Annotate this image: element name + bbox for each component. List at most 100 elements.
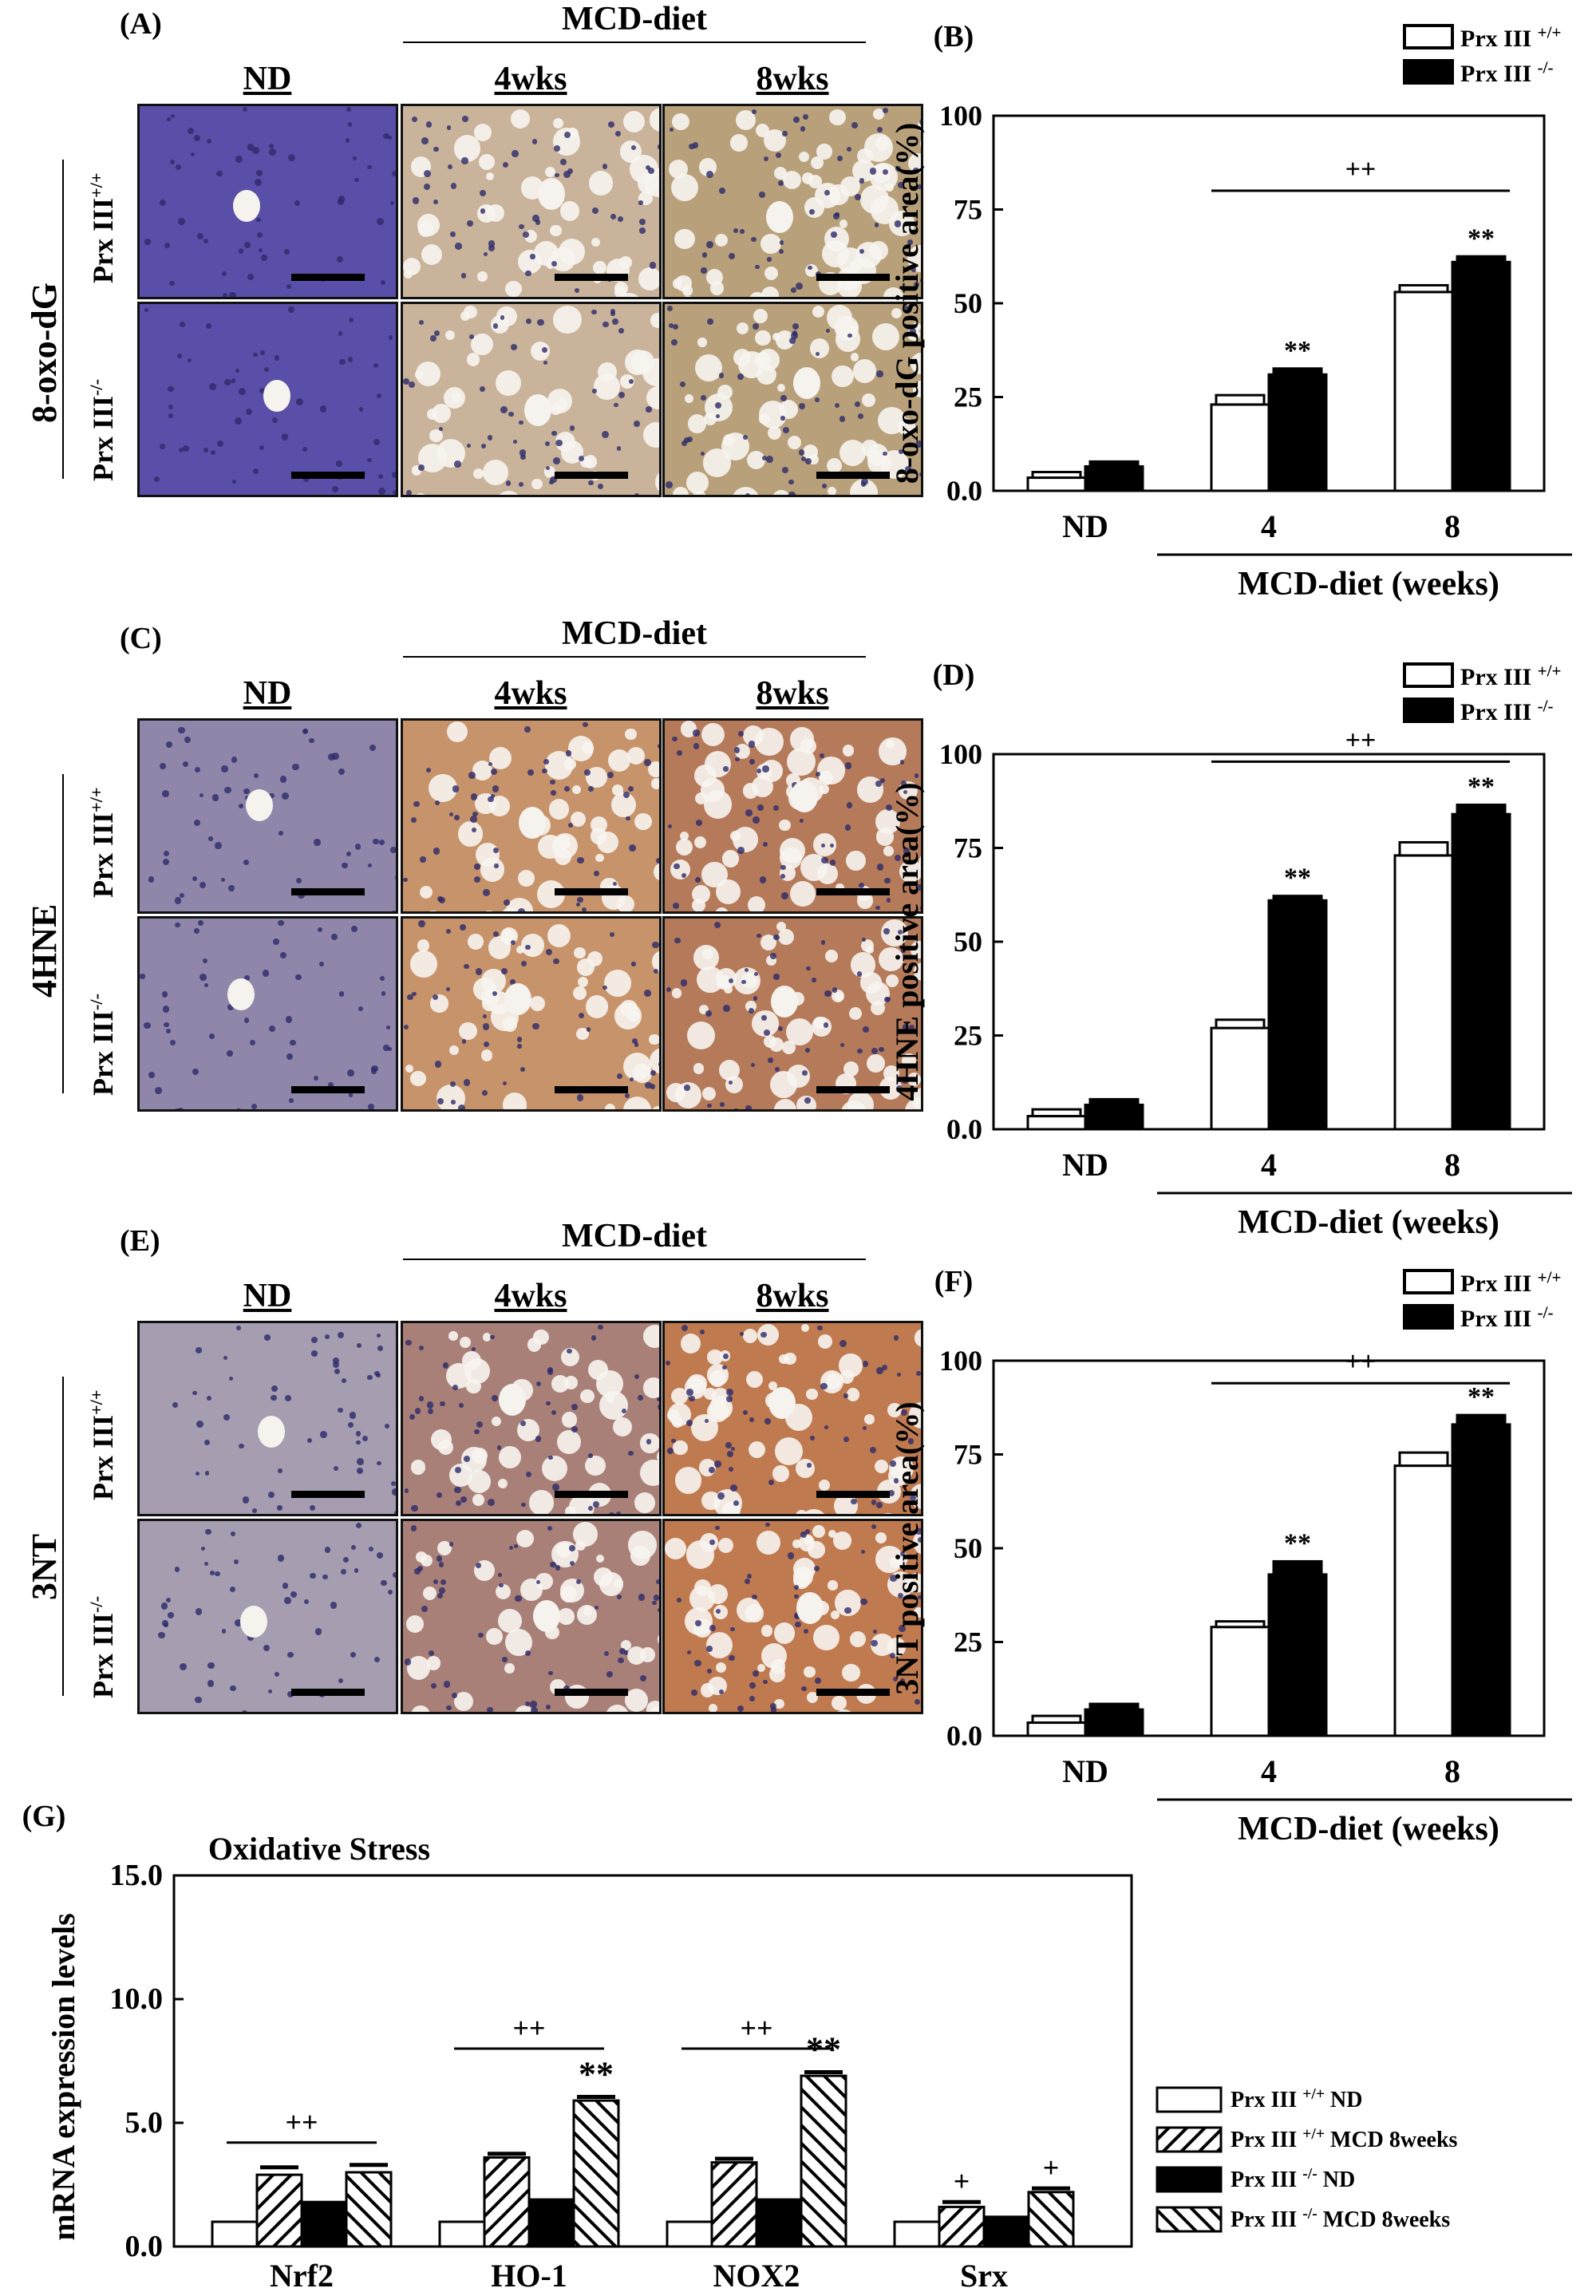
diet-header: MCD-diet — [562, 1, 707, 38]
legend-swatch — [1403, 1269, 1454, 1294]
bar — [1210, 403, 1270, 492]
error-bar — [1456, 255, 1507, 263]
y-axis-label: 3NT positive area(%) — [889, 1401, 925, 1694]
bar — [1026, 1115, 1087, 1131]
central-vein — [538, 177, 566, 210]
error-bar — [1215, 1620, 1266, 1629]
diet-header-line — [403, 656, 866, 658]
scale-bar — [816, 1491, 890, 1498]
legend-swatch — [1403, 59, 1454, 85]
central-vein — [768, 1386, 796, 1419]
bar — [1267, 373, 1328, 492]
error-bar — [1398, 1451, 1449, 1468]
scale-bar — [555, 1689, 628, 1696]
central-vein — [504, 983, 532, 1016]
scale-bar — [555, 888, 628, 895]
micrograph — [137, 302, 398, 497]
error-bar — [1215, 1018, 1266, 1029]
bracket-mark: ++ — [285, 2106, 318, 2138]
error-bar — [1456, 803, 1507, 816]
central-vein — [498, 1383, 526, 1416]
bar — [1210, 1026, 1270, 1131]
y-tick-label: 10.0 — [110, 1982, 164, 2016]
x-tick-label: 8 — [1444, 1753, 1460, 1789]
central-vein — [524, 394, 552, 427]
legend-swatch — [1403, 24, 1454, 49]
error-bar — [1272, 367, 1323, 376]
bar — [1026, 476, 1087, 492]
bar — [938, 2205, 986, 2248]
micrograph — [137, 1321, 398, 1516]
error-bar — [1272, 1559, 1323, 1576]
stain-label-line — [62, 774, 64, 1093]
bracket-mark: ++ — [1345, 1347, 1377, 1377]
legend-swatch — [1156, 2086, 1223, 2113]
stain-label: 3NT — [25, 1533, 64, 1600]
micrograph — [137, 718, 398, 914]
y-tick-label: 50 — [954, 287, 982, 319]
bar — [1210, 1626, 1270, 1737]
significance-mark: ** — [1284, 336, 1311, 366]
central-vein — [263, 379, 290, 412]
error-bar — [1088, 1097, 1140, 1106]
legend-label: Prx III -/- — [1460, 58, 1554, 88]
y-tick-label: 50 — [954, 1532, 982, 1564]
chart-g: (G) Oxidative Stress 0.0 5.0 10.0 15.0 mRNA ex… — [22, 1800, 1458, 2294]
scale-bar — [816, 888, 890, 895]
bracket-mark: ++ — [740, 2012, 772, 2044]
y-tick-label: 15.0 — [110, 1859, 164, 1892]
bracket-mark: ++ — [512, 2012, 545, 2044]
bar — [1084, 1708, 1144, 1737]
y-tick-label: 75 — [954, 194, 982, 226]
x-tick-label: 4 — [1261, 508, 1277, 544]
plot-frame — [172, 1874, 1133, 2248]
bar — [300, 2200, 348, 2248]
error-bar — [1398, 840, 1449, 857]
bar — [1084, 1103, 1144, 1131]
scale-bar — [291, 888, 365, 895]
panel-label: (E) — [120, 1224, 160, 1258]
y-tick-label: 5.0 — [125, 2106, 164, 2140]
y-axis-label: 4HNE positive area(%) — [889, 782, 925, 1101]
panel-label: (G) — [22, 1800, 66, 1833]
diet-header: MCD-diet — [562, 1218, 707, 1255]
scale-bar — [291, 1491, 365, 1498]
x-tick-label: ND — [1062, 1147, 1108, 1183]
bar — [1451, 1423, 1511, 1737]
significance-mark: ** — [1284, 863, 1311, 893]
significance-mark: ** — [579, 2054, 614, 2093]
error-bar — [1456, 1413, 1507, 1426]
row-label: Prx III-/- — [86, 993, 119, 1096]
bar — [755, 2198, 803, 2248]
central-vein — [796, 1592, 824, 1625]
legend-swatch — [1156, 2126, 1223, 2153]
central-vein — [227, 978, 255, 1011]
central-vein — [518, 806, 546, 839]
stain-label-line — [62, 1377, 64, 1696]
scale-bar — [555, 1491, 628, 1498]
column-header: ND — [243, 61, 292, 97]
micrograph — [662, 302, 923, 497]
bracket-mark: ++ — [1345, 725, 1377, 755]
legend-label: Prx III -/- MCD 8weeks — [1231, 2206, 1450, 2232]
error-bar — [1272, 895, 1323, 902]
bar — [483, 2156, 531, 2248]
scale-bar — [291, 1689, 365, 1696]
histology-panel-c: (C) MCD-diet ND 4wks 8wks 4HNE Prx III+/+ Prx I… — [0, 615, 990, 1157]
central-vein — [233, 189, 261, 222]
x-tick-label: Srx — [960, 2258, 1008, 2294]
column-header: 8wks — [756, 61, 829, 97]
y-axis-label: mRNA expression levels — [45, 1913, 81, 2240]
micrograph — [662, 104, 923, 299]
y-tick-label: 75 — [954, 1439, 982, 1471]
bar — [1267, 1573, 1328, 1737]
scale-bar — [555, 274, 628, 281]
x-tick-label: NOX2 — [713, 2258, 800, 2294]
y-axis-label: 8-oxo-dG positive area(%) — [889, 123, 925, 484]
micrograph — [401, 1519, 662, 1714]
y-tick-label: 25 — [954, 1626, 982, 1658]
scale-bar — [555, 1086, 628, 1093]
error-bar — [1031, 1108, 1082, 1118]
scale-bar — [816, 1086, 890, 1093]
y-tick-label: 0.0 — [946, 1113, 982, 1145]
